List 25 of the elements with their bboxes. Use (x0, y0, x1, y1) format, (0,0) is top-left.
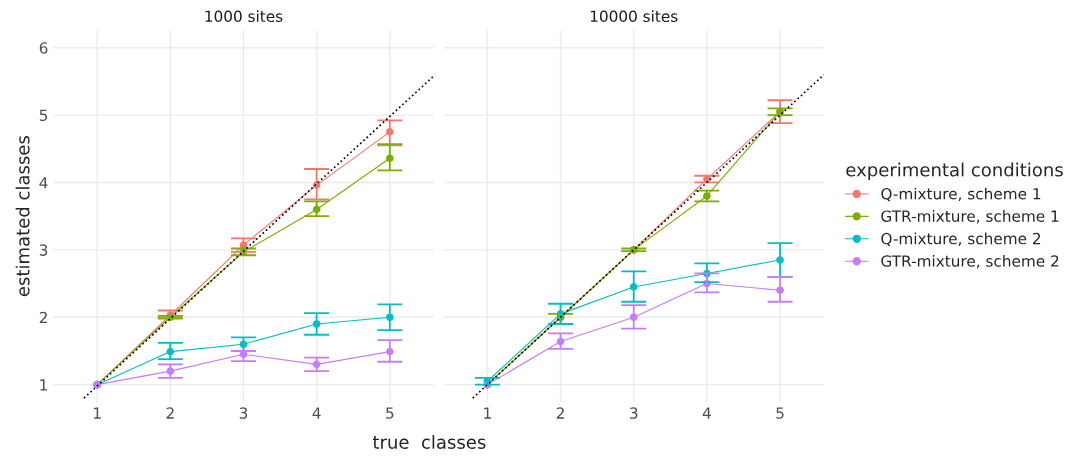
x-tick-label: 1 (484, 407, 491, 419)
y-tick-label: 2 (39, 311, 47, 324)
y-tick-label: 4 (39, 177, 48, 189)
x-tick-label: 1 (93, 407, 101, 419)
legend-label: GTR-mixture, scheme 1 (881, 210, 1059, 224)
legend-label: Q-mixture, scheme 2 (881, 232, 1041, 247)
y-tick-label: 5 (39, 109, 48, 122)
x-tick-label: 5 (776, 407, 784, 419)
x-tick-label: 3 (239, 407, 248, 419)
legend-label: GTR-mixture, scheme 2 (881, 254, 1059, 269)
x-tick-label: 3 (630, 407, 638, 419)
x-tick-label: 4 (312, 407, 321, 419)
x-tick-label: 2 (166, 407, 174, 419)
x-tick-label: 2 (556, 407, 564, 419)
x-axis-title: true classes (372, 434, 486, 449)
x-tick-label: 4 (702, 407, 711, 419)
x-tick-label: 5 (386, 407, 394, 419)
y-tick-label: 3 (39, 244, 48, 256)
y-tick-label: 6 (39, 42, 48, 54)
legend-title: experimental conditions (846, 162, 1063, 181)
legend-label: Q-mixture, scheme 1 (881, 187, 1041, 202)
chart-title: 10000 sites (590, 10, 678, 23)
chart-title: 1000 sites (205, 10, 283, 23)
y-axis-title: estimated classes (15, 136, 30, 297)
y-tick-label: 1 (40, 379, 47, 391)
